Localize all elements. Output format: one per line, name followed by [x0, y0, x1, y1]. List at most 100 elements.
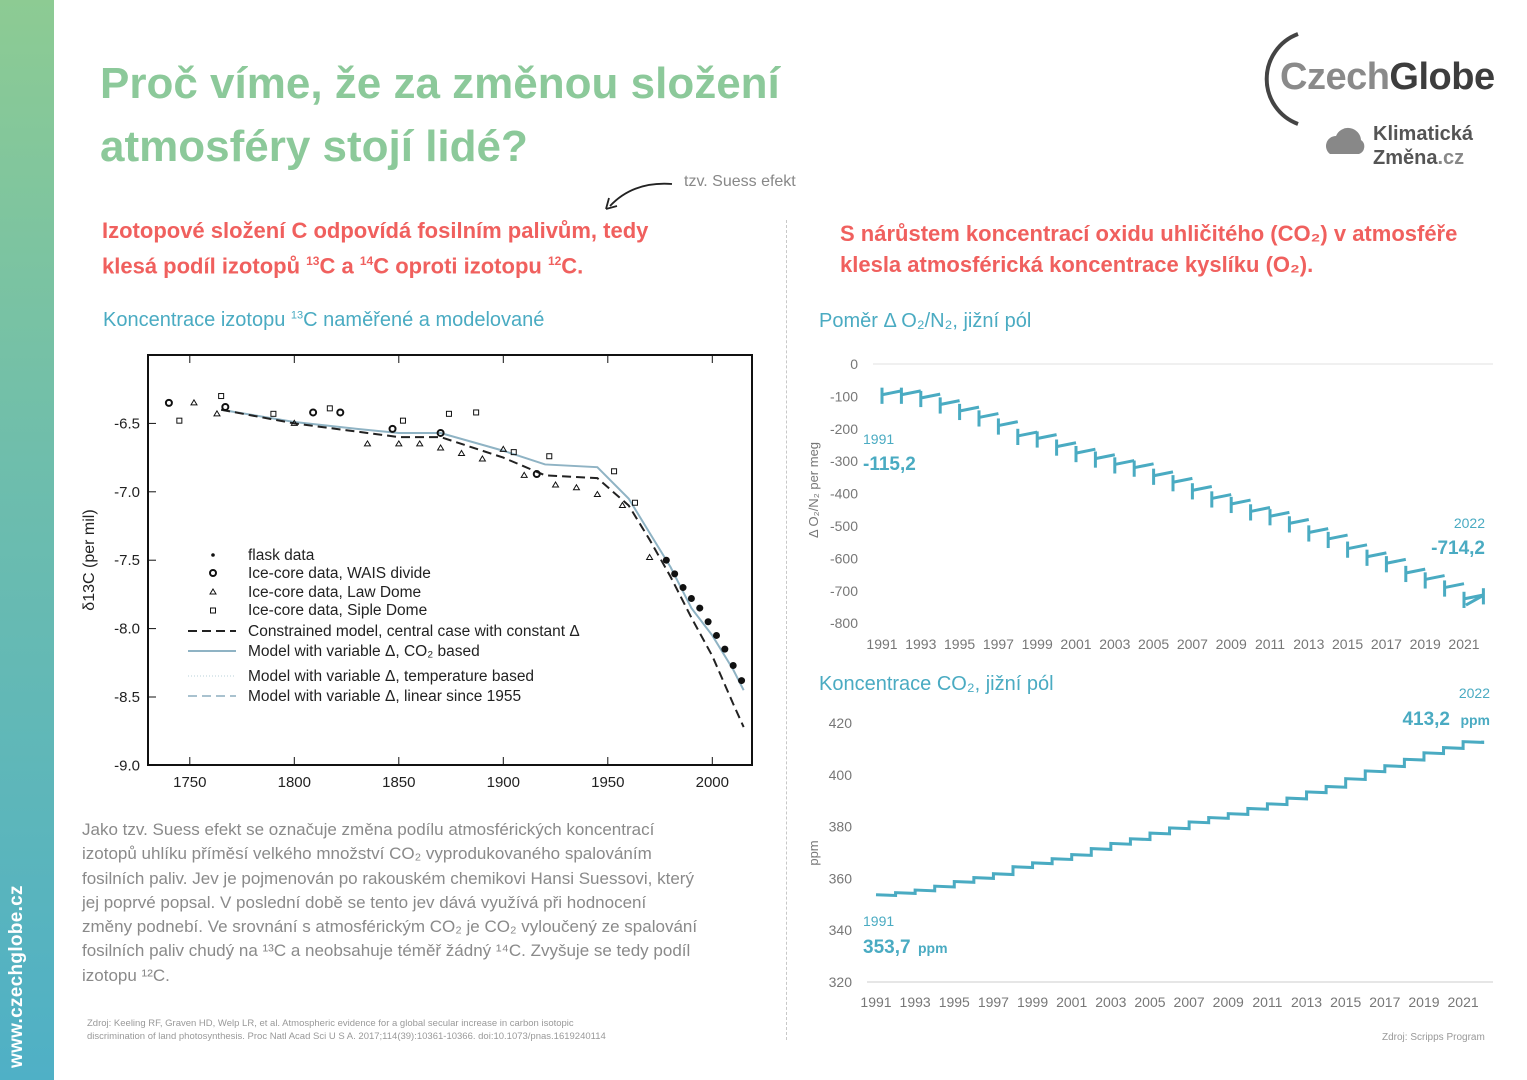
x-tick-label: 1997: [983, 636, 1014, 652]
left-heading-line1: Izotopové složení C odpovídá fosilním pa…: [102, 218, 649, 243]
y-tick-label: -8.5: [114, 689, 140, 706]
y-tick-label: -600: [830, 550, 858, 566]
left-source: Zdroj: Keeling RF, Graven HD, Welp LR, e…: [87, 1018, 606, 1042]
x-tick-label: 2013: [1293, 636, 1324, 652]
flask-point: [729, 662, 737, 670]
wais-point: [164, 398, 173, 407]
x-tick-label: 1750: [173, 774, 206, 790]
model-co2-line: [220, 408, 745, 691]
end-year-label: 2022: [1454, 515, 1485, 531]
legend-entry: Ice-core data, Siple Dome: [248, 602, 427, 619]
x-tick-label: 2001: [1060, 636, 1091, 652]
sidebar-band: [0, 0, 54, 1080]
logo: CzechGlobe Klimatická Změna.cz: [1248, 30, 1518, 175]
o2-segment: [1153, 470, 1174, 478]
x-tick-label: 1800: [278, 774, 311, 790]
page-title: Proč víme, že za změnou složení atmosfér…: [100, 59, 780, 171]
siple-dome-point: [326, 405, 333, 412]
legend-entry: Ice-core data, WAIS divide: [248, 565, 431, 582]
y-tick-label: 360: [829, 870, 853, 886]
o2-segment: [881, 389, 902, 397]
x-tick-label: 2019: [1408, 994, 1439, 1010]
flask-point: [696, 604, 704, 612]
x-tick-label: 2003: [1099, 636, 1130, 652]
siple-dome-point: [270, 410, 277, 417]
x-tick-label: 1993: [905, 636, 936, 652]
o2-chart: 0 -100 -200 -300 -400 -500 -600 -700 -800 1991 199…: [806, 356, 1493, 652]
y-axis-label: Δ O₂/N₂ per meg: [806, 442, 821, 538]
y-tick-label: 400: [829, 767, 853, 783]
law-dome-point: [499, 445, 508, 452]
cloud-icon: [1326, 127, 1365, 154]
x-tick-label: 2021: [1448, 636, 1479, 652]
logo-globe: Globe: [1389, 56, 1495, 98]
right-heading: S nárůstem koncentrací oxidu uhličitého …: [840, 221, 1458, 277]
o2-segment: [1327, 533, 1348, 541]
law-dome-point: [645, 553, 654, 560]
column-divider: [786, 220, 787, 1040]
x-tick-label: 1995: [944, 636, 975, 652]
left-heading: Izotopové složení C odpovídá fosilním pa…: [102, 215, 782, 281]
o2-segment: [1424, 574, 1445, 581]
co2-line: [875, 740, 1485, 898]
end-value-label: -714,2: [1431, 538, 1485, 559]
legend-entry: Model with variable Δ, linear since 1955: [248, 688, 521, 705]
law-dome-point: [457, 449, 466, 456]
o2-segment: [1250, 506, 1271, 513]
legend-entry: Model with variable Δ, CO₂ based: [248, 643, 480, 660]
o2-segment: [1056, 441, 1077, 449]
o2-segment: [1075, 447, 1096, 455]
siple-dome-point: [399, 417, 406, 424]
logo-line2: Změna: [1373, 147, 1438, 169]
body-line: Jako tzv. Suess efekt se označuje změna …: [82, 820, 655, 839]
o2-segment: [1017, 430, 1038, 438]
o2-segment: [1289, 518, 1310, 525]
o2-segment: [1444, 582, 1465, 590]
siple-dome-point: [611, 468, 618, 475]
y-tick-label: -200: [830, 421, 858, 437]
o2-segment: [1230, 498, 1251, 506]
isotope-chart: 1750 1800 1850 1900 1950 2000 -6.5 -7.0 -7.5 -8.0…: [81, 354, 753, 790]
x-tick-label: 2007: [1174, 994, 1205, 1010]
logo-line1: Klimatická: [1373, 123, 1474, 145]
o2-segment: [1405, 567, 1426, 575]
siple-dome-point: [176, 417, 183, 424]
o2-segment: [1386, 557, 1407, 565]
y-axis-label: ppm: [806, 840, 821, 865]
x-tick-label: 2015: [1332, 636, 1363, 652]
law-dome-point: [363, 439, 372, 447]
x-tick-label: 2005: [1138, 636, 1169, 652]
law-dome-point: [478, 454, 487, 462]
law-dome-point: [394, 439, 403, 447]
siple-dome-point: [473, 409, 480, 416]
y-tick-label: 380: [829, 819, 853, 835]
body-line: izotopů uhlíku příměsí velkého množství …: [82, 844, 652, 864]
x-tick-label: 2015: [1330, 994, 1361, 1010]
flask-point: [704, 618, 712, 626]
o2-chart-title: Poměr Δ O₂/N₂, jižní pól: [819, 310, 1032, 332]
o2-segment: [1308, 527, 1329, 534]
o2-segment: [998, 420, 1019, 428]
start-unit-label: ppm: [918, 940, 948, 956]
flask-point: [687, 595, 695, 603]
body-line: jej poprvé popsal. V poslední době se te…: [82, 892, 647, 912]
x-tick-label: 2000: [696, 774, 729, 790]
legend-entry: Ice-core data, Law Dome: [248, 584, 421, 601]
start-year-label: 1991: [863, 431, 894, 447]
legend-wais-icon: [209, 569, 217, 577]
y-tick-label: -700: [830, 583, 858, 599]
x-tick-label: 2003: [1095, 994, 1126, 1010]
suess-annotation: tzv. Suess efekt: [684, 173, 796, 190]
x-tick-label: 1995: [939, 994, 970, 1010]
flask-point: [738, 677, 746, 685]
legend-entry: flask data: [248, 547, 315, 564]
law-dome-point: [213, 409, 221, 417]
flask-point: [671, 570, 679, 578]
flask-point: [712, 631, 720, 639]
body-line: změny podnebí. Ve srovnání s atmosférick…: [82, 917, 698, 937]
body-line: izotopu ¹²C.: [82, 965, 170, 985]
x-tick-label: 1997: [978, 994, 1009, 1010]
website-link[interactable]: www.czechglobe.cz: [6, 885, 27, 1068]
y-tick-label: 340: [829, 922, 853, 938]
o2-segment: [901, 389, 922, 397]
